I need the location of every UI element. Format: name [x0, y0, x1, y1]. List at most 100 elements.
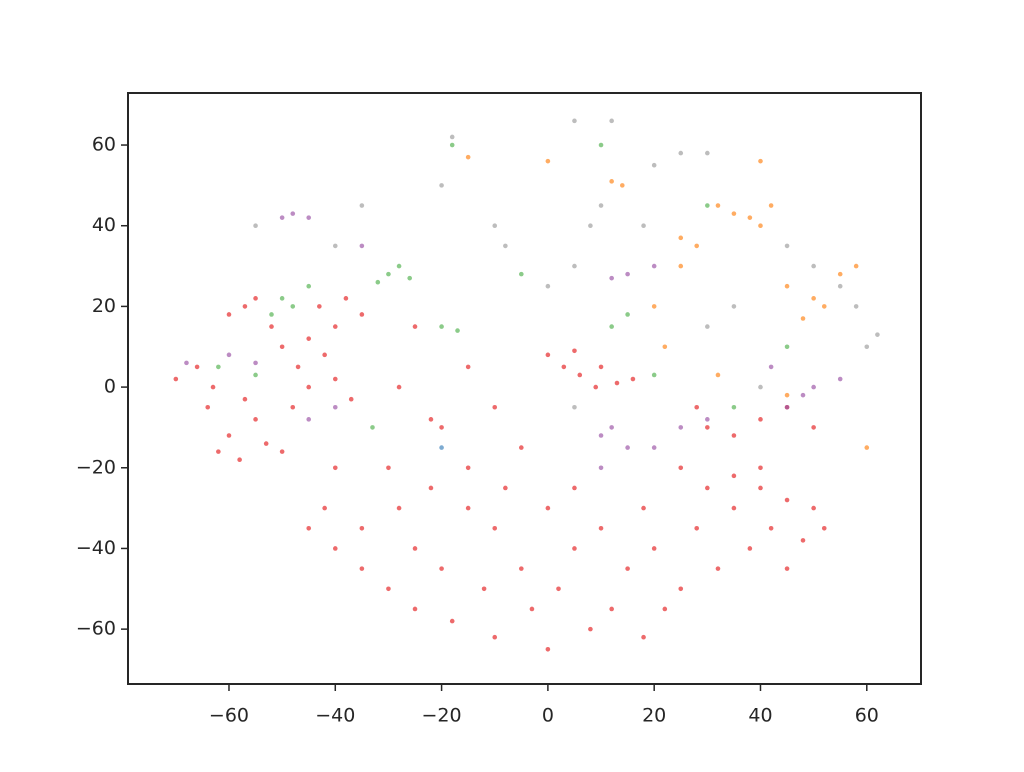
point — [694, 525, 700, 531]
point — [641, 223, 646, 229]
point — [439, 445, 444, 450]
point — [651, 263, 657, 269]
point — [290, 211, 296, 216]
point — [332, 546, 338, 551]
point — [386, 586, 391, 592]
point — [768, 203, 774, 208]
point — [625, 445, 630, 450]
point — [279, 296, 285, 301]
point — [853, 304, 859, 309]
point — [332, 376, 338, 382]
y-tick-label: 20 — [92, 295, 116, 317]
x-tick-label: 0 — [542, 705, 554, 727]
series — [173, 296, 827, 652]
point — [593, 384, 599, 390]
point — [705, 203, 710, 208]
point — [306, 525, 312, 531]
point — [253, 417, 258, 422]
point — [705, 485, 710, 491]
point — [465, 154, 471, 160]
point — [279, 215, 285, 220]
point — [210, 384, 216, 390]
point — [821, 304, 827, 309]
point — [705, 150, 710, 156]
point — [619, 183, 625, 188]
point — [747, 546, 753, 551]
point — [343, 296, 349, 301]
point — [715, 566, 721, 571]
point — [412, 546, 418, 551]
point — [332, 324, 338, 329]
point — [609, 179, 614, 184]
point — [253, 223, 258, 229]
point — [837, 376, 843, 382]
point — [503, 485, 508, 491]
point — [609, 324, 614, 329]
y-tick-label: 0 — [104, 376, 116, 398]
point — [758, 465, 763, 471]
point — [758, 485, 763, 491]
point — [253, 372, 258, 378]
point — [519, 271, 524, 277]
point — [253, 360, 258, 366]
point — [598, 203, 604, 208]
point — [428, 417, 434, 422]
point — [609, 118, 614, 124]
point — [359, 312, 365, 317]
point — [800, 316, 806, 321]
point — [253, 296, 258, 301]
point — [396, 505, 402, 511]
x-tick-label: −20 — [422, 705, 462, 727]
point — [864, 445, 870, 450]
point — [678, 586, 684, 592]
point — [784, 497, 790, 503]
point — [556, 586, 561, 592]
point — [465, 465, 471, 471]
point — [279, 449, 285, 454]
point — [864, 344, 870, 350]
point — [768, 525, 774, 531]
point — [758, 417, 763, 422]
point — [216, 449, 221, 454]
y-tick-label: 60 — [92, 134, 116, 156]
point — [492, 634, 498, 640]
point — [572, 485, 577, 491]
point — [731, 304, 737, 309]
point — [237, 457, 242, 463]
point — [853, 263, 859, 269]
point — [455, 328, 460, 333]
point — [561, 364, 567, 370]
point — [784, 283, 790, 289]
point — [694, 404, 700, 410]
point — [492, 525, 498, 531]
series — [253, 118, 880, 410]
point — [439, 324, 444, 329]
point — [545, 158, 551, 164]
point — [428, 485, 434, 491]
point — [731, 404, 737, 410]
point — [449, 134, 455, 140]
point — [651, 546, 657, 551]
point — [396, 263, 402, 269]
point — [263, 441, 269, 446]
point — [715, 372, 721, 378]
point — [359, 243, 365, 249]
point — [205, 404, 211, 410]
series — [439, 445, 444, 450]
point — [694, 243, 700, 249]
point — [811, 425, 816, 430]
point — [226, 352, 232, 358]
point — [768, 364, 774, 370]
series — [216, 142, 790, 430]
point — [609, 425, 614, 430]
point — [800, 538, 806, 543]
point — [811, 263, 816, 269]
point — [545, 283, 551, 289]
point — [492, 223, 498, 229]
point — [625, 271, 630, 277]
point — [492, 404, 498, 410]
point — [662, 606, 668, 612]
point — [317, 304, 322, 309]
point — [370, 425, 375, 430]
